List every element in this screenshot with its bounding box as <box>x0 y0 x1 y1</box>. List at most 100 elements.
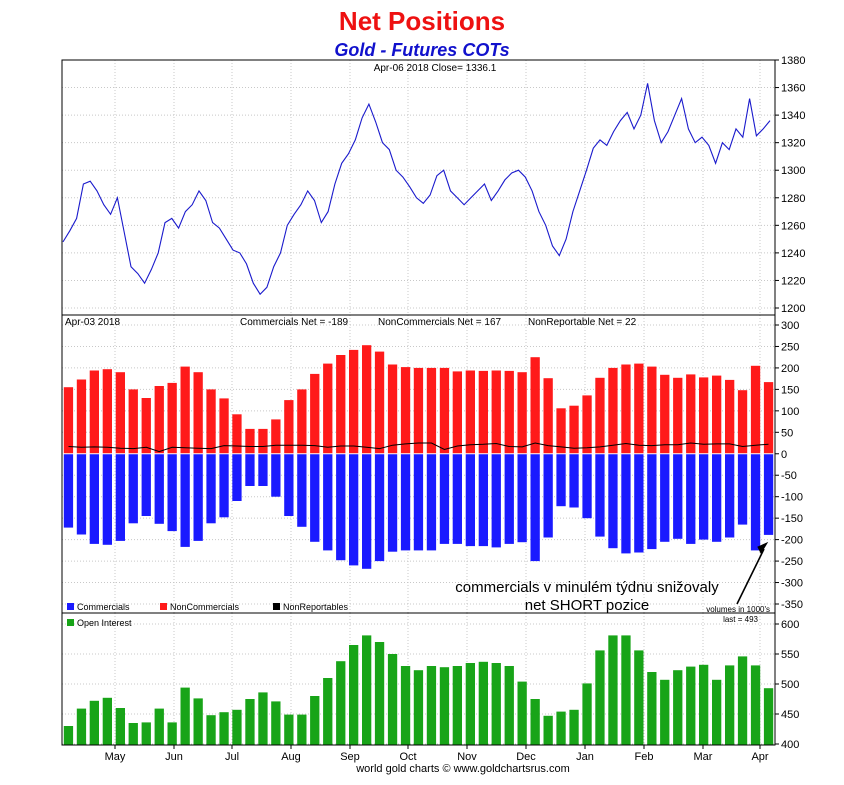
open-interest-bar <box>128 723 138 745</box>
open-interest-bar <box>439 667 450 745</box>
panel-frames <box>61 59 776 746</box>
noncommercials-bar <box>362 345 372 454</box>
noncommercials-bar <box>102 369 112 454</box>
month-label: Feb <box>635 751 654 763</box>
open-interest-bar <box>426 666 437 745</box>
noncommercials-bar <box>387 364 398 454</box>
open-interest-bar <box>336 661 346 745</box>
commercials-bar <box>167 453 177 532</box>
oi-axis-tick-label: 600 <box>781 619 799 631</box>
open-interest-bar <box>608 635 618 745</box>
net-axis-tick-label: -100 <box>781 492 803 504</box>
open-interest-bar <box>452 666 462 745</box>
noncommercials-bar <box>725 379 735 454</box>
open-interest-bar <box>413 670 424 745</box>
commercials-bar <box>750 453 761 551</box>
noncommercials-bar <box>76 379 87 454</box>
volume-note-label: volumes in 1000's <box>706 605 770 614</box>
chart-title: Net Positions <box>338 6 506 36</box>
open-interest-bar <box>763 688 774 745</box>
open-interest-bar <box>387 654 398 745</box>
noncommercials-bar <box>336 355 346 454</box>
commercials-net-label: Commercials Net = -189 <box>240 317 349 328</box>
commercials-bar <box>400 453 411 551</box>
noncommercials-bar <box>569 405 579 454</box>
noncommercials-bar <box>530 357 540 454</box>
open-interest-bar <box>89 700 99 745</box>
commercials-bar <box>699 453 709 540</box>
noncommercials-bar <box>245 428 255 454</box>
price-axis-tick-label: 1240 <box>781 248 805 260</box>
panel-frame <box>61 59 776 316</box>
price-axis-tick-label: 1200 <box>781 303 805 315</box>
open-interest-bar <box>660 679 670 745</box>
legend-label: NonCommercials <box>170 602 240 612</box>
nonreportable-net-label: NonReportable Net = 22 <box>528 317 637 328</box>
last-value-label: last = 493 <box>723 615 758 624</box>
oi-axis-tick-label: 450 <box>781 709 799 721</box>
commercials-bar <box>349 453 359 566</box>
net-axis-tick-label: 100 <box>781 406 799 418</box>
price-info-label: Apr-06 2018 Close= 1336.1 <box>374 63 497 74</box>
commercials-bar <box>569 453 579 508</box>
commercials-bar <box>387 453 398 552</box>
open-interest-bar <box>232 709 242 745</box>
noncommercials-bar <box>63 387 74 454</box>
open-interest-bar <box>647 672 657 745</box>
commercials-bar <box>634 453 644 553</box>
noncommercials-bar <box>737 390 748 454</box>
footer-credit: world gold charts © www.goldchartsrus.co… <box>355 763 570 775</box>
open-interest-bar <box>750 665 761 745</box>
annotation-arrowhead <box>757 541 769 555</box>
noncommercials-bar <box>206 389 216 454</box>
oi-panel-marks <box>63 635 774 745</box>
commercials-bar <box>452 453 462 544</box>
noncommercials-bar <box>608 367 618 454</box>
open-interest-bar <box>323 678 333 745</box>
commercials-bar <box>660 453 670 542</box>
net-axis-tick-label: -200 <box>781 535 803 547</box>
noncommercials-bar <box>543 378 553 454</box>
month-label: Apr <box>751 751 768 763</box>
noncommercials-bar <box>297 389 307 454</box>
noncommercials-bar <box>323 363 333 454</box>
net-date-label: Apr-03 2018 <box>65 317 120 328</box>
noncommercials-bar <box>439 367 450 454</box>
commercials-bar <box>258 453 268 486</box>
open-interest-bar <box>271 701 281 745</box>
noncommercials-bar <box>193 372 203 454</box>
open-interest-bar <box>76 708 87 745</box>
noncommercials-bar <box>271 419 281 454</box>
noncommercials-net-label: NonCommercials Net = 167 <box>378 317 502 328</box>
commercials-bar <box>530 453 540 562</box>
open-interest-bar <box>569 709 579 745</box>
annotation-arrow-line <box>736 548 765 605</box>
noncommercials-bar <box>452 371 462 454</box>
commercials-bar <box>413 453 424 551</box>
noncommercials-bar <box>491 370 501 454</box>
net-panel-marks <box>62 345 775 569</box>
noncommercials-bar <box>763 382 774 454</box>
noncommercials-bar <box>582 395 592 454</box>
nonreportables-line <box>68 442 769 453</box>
open-interest-bar <box>193 698 203 745</box>
open-interest-bar <box>206 715 216 745</box>
open-interest-bar <box>465 663 475 745</box>
commercials-bar <box>63 453 74 528</box>
commercials-bar <box>362 453 372 569</box>
month-label: Sep <box>340 751 360 763</box>
open-interest-bar <box>297 714 307 745</box>
legend-swatch <box>67 619 74 626</box>
oi-axis-tick-label: 500 <box>781 679 799 691</box>
noncommercials-bar <box>595 377 605 454</box>
commercials-bar <box>426 453 437 551</box>
net-axis-tick-label: -300 <box>781 578 803 590</box>
commercials-bar <box>608 453 618 549</box>
open-interest-bar <box>245 699 255 745</box>
open-interest-bar <box>582 683 592 745</box>
price-axis-tick-label: 1360 <box>781 83 805 95</box>
noncommercials-bar <box>621 364 631 454</box>
open-interest-bar <box>310 696 320 745</box>
month-label: May <box>105 751 126 763</box>
